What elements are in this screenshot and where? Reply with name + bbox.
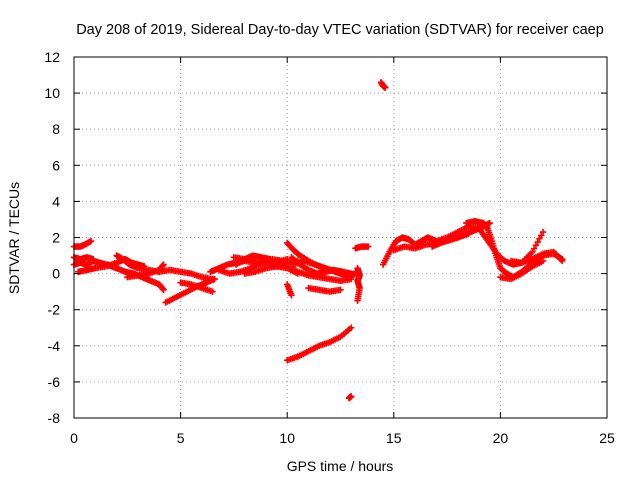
data-point [532,242,540,249]
series-arc-2 [70,254,97,263]
series-arc-20 [305,284,344,295]
data-point [347,324,355,331]
data-point [337,286,344,294]
data-point [382,84,389,91]
data-point [530,245,538,252]
data-point [534,238,541,246]
data-point [89,255,97,263]
data-point [538,232,545,239]
y-tick-label: 4 [52,193,60,209]
series-arc-32 [507,248,566,266]
x-axis-label: GPS time / hours [287,458,394,474]
y-tick-label: 2 [52,230,60,246]
x-axis-ticks: 0 5 10 15 20 25 [70,57,615,446]
series-arc-25 [377,79,389,91]
series-arc-24 [345,393,355,402]
y-tick-label: 0 [52,266,60,282]
series-arc-19 [284,281,295,299]
y-axis-label: SDTVAR / TECUs [6,182,22,294]
y-tick-label: -4 [48,338,61,354]
series-arc-21 [354,264,363,304]
chart-title: Day 208 of 2019, Sidereal Day-to-day VTE… [76,22,604,38]
series-arc-23 [284,324,355,364]
series-arc-14 [232,252,274,268]
data-point [365,243,372,250]
x-tick-label: 10 [279,430,295,446]
series-arc-3 [70,237,95,250]
y-tick-label: 12 [44,49,60,65]
data-point [209,288,216,295]
data-point [539,228,547,236]
data-point [536,235,543,242]
series-arc-22 [352,243,372,252]
y-tick-label: 6 [52,157,60,173]
data-point [347,393,355,400]
series-arc-7 [124,261,167,281]
y-tick-label: -8 [48,410,61,426]
data-point [539,257,547,265]
series-arc-9 [177,279,216,295]
data-point [87,237,95,245]
data-point [288,292,295,299]
x-tick-label: 15 [386,430,402,446]
data-point [347,270,355,277]
x-tick-label: 0 [70,430,78,446]
data-points [70,79,566,402]
data-point [354,297,361,304]
y-tick-label: -2 [48,302,61,318]
data-point [486,219,493,227]
data-point [160,261,167,268]
series-arc-8 [162,275,218,306]
y-tick-label: 8 [52,121,60,137]
y-axis-ticks: -8 -6 -4 -2 0 2 4 6 8 10 12 [44,49,607,426]
x-tick-label: 20 [493,430,509,446]
data-point [529,248,536,256]
series-arc-31 [497,257,547,283]
data-point [160,286,167,294]
series-arc-18 [288,254,355,277]
data-point [559,257,566,265]
y-tick-label: -6 [48,374,61,390]
data-point [211,275,218,283]
x-tick-label: 25 [599,430,615,446]
x-tick-label: 5 [177,430,185,446]
data-point [266,255,274,263]
y-tick-label: 10 [44,85,60,101]
series-arc-28 [428,219,493,250]
